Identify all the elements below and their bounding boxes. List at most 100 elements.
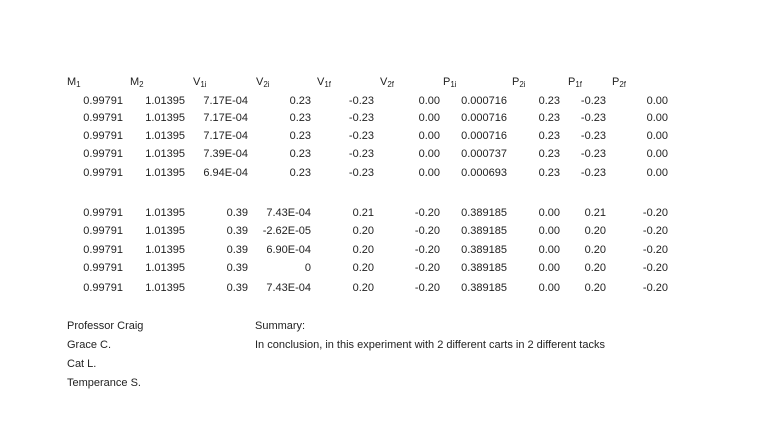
header-symbol: M [67,76,76,88]
table-cell: -0.20 [643,207,668,219]
table-cell: 0.23 [290,148,311,160]
table-cell: 0.000693 [461,167,507,179]
column-header: V1f [317,76,332,89]
table-cell: 0.20 [353,244,374,256]
table-cell: 0.00 [539,244,560,256]
table-cell: 0.20 [585,282,606,294]
table-cell: 0.00 [647,167,668,179]
table-cell: -0.20 [643,262,668,274]
table-cell: 0.99791 [83,130,123,142]
table-cell: 0.23 [539,112,560,124]
table-cell: 0.23 [539,167,560,179]
table-cell: -0.20 [643,282,668,294]
header-subscript: 1f [324,80,331,89]
column-header: M2 [130,76,144,89]
table-cell: 1.01395 [145,130,185,142]
table-cell: 0.99791 [83,167,123,179]
table-cell: -0.23 [349,95,374,107]
table-cell: -0.23 [581,112,606,124]
table-cell: 0.99791 [83,148,123,160]
table-cell: 0.39 [227,282,248,294]
table-cell: 0.000716 [461,112,507,124]
table-cell: 0.21 [585,207,606,219]
table-cell: 0.000716 [461,95,507,107]
table-cell: 0.20 [353,262,374,274]
table-cell: 0.00 [539,282,560,294]
table-cell: 1.01395 [145,262,185,274]
table-cell: 1.01395 [145,244,185,256]
table-cell: 0.23 [539,130,560,142]
author-name: Cat L. [67,358,96,370]
table-cell: 0.99791 [83,262,123,274]
header-subscript: 2i [519,80,525,89]
header-subscript: 2f [619,80,626,89]
table-cell: 0.00 [647,95,668,107]
header-symbol: P [612,76,619,88]
table-cell: 1.01395 [145,225,185,237]
table-cell: 1.01395 [145,148,185,160]
table-cell: -0.23 [349,167,374,179]
column-header: M1 [67,76,81,89]
table-cell: -0.23 [349,112,374,124]
column-header: P2i [512,76,526,89]
header-subscript: 1f [575,80,582,89]
table-cell: 0.23 [290,95,311,107]
table-cell: 0.389185 [461,282,507,294]
table-cell: 0.00 [647,112,668,124]
table-cell: 1.01395 [145,167,185,179]
author-name: Temperance S. [67,377,141,389]
table-cell: 0.00 [539,225,560,237]
author-name: Grace C. [67,339,111,351]
table-cell: 0.389185 [461,225,507,237]
table-cell: 0.23 [290,112,311,124]
table-cell: 0.20 [585,244,606,256]
column-header: P1f [568,76,583,89]
table-cell: 0.00 [419,95,440,107]
column-header: P2f [612,76,627,89]
table-cell: 0.23 [539,95,560,107]
table-cell: 0.00 [539,207,560,219]
table-cell: -0.23 [581,130,606,142]
header-subscript: 2f [387,80,394,89]
summary-text: In conclusion, in this experiment with 2… [255,339,605,351]
table-cell: 7.17E-04 [203,130,248,142]
column-header: P1i [443,76,457,89]
table-cell: 0.23 [539,148,560,160]
table-cell: -2.62E-05 [263,225,311,237]
table-cell: 1.01395 [145,95,185,107]
table-cell: 0.23 [290,130,311,142]
header-subscript: 1i [450,80,456,89]
table-cell: 7.43E-04 [266,282,311,294]
table-cell: 0.00 [539,262,560,274]
summary-title: Summary: [255,320,305,332]
header-subscript: 2i [263,80,269,89]
header-symbol: V [193,76,201,88]
table-cell: 7.39E-04 [203,148,248,160]
table-cell: -0.23 [581,95,606,107]
table-cell: 6.90E-04 [266,244,311,256]
table-cell: 0.23 [290,167,311,179]
table-cell: 0.99791 [83,95,123,107]
table-cell: 0.389185 [461,207,507,219]
table-cell: 1.01395 [145,112,185,124]
table-cell: 0.00 [647,148,668,160]
table-cell: 0.39 [227,207,248,219]
table-cell: 0.00 [419,148,440,160]
header-symbol: V [317,76,325,88]
table-cell: 0.389185 [461,244,507,256]
table-cell: 7.43E-04 [266,207,311,219]
table-cell: -0.20 [643,244,668,256]
header-subscript: 1 [76,80,81,89]
table-cell: -0.23 [581,167,606,179]
header-symbol: P [443,76,450,88]
column-header: V2i [256,76,270,89]
table-cell: 0.39 [227,225,248,237]
table-cell: 0.389185 [461,262,507,274]
table-cell: 0.39 [227,244,248,256]
table-cell: -0.23 [581,148,606,160]
table-cell: -0.20 [415,207,440,219]
table-cell: 0.99791 [83,207,123,219]
table-cell: -0.23 [349,148,374,160]
table-cell: 1.01395 [145,282,185,294]
